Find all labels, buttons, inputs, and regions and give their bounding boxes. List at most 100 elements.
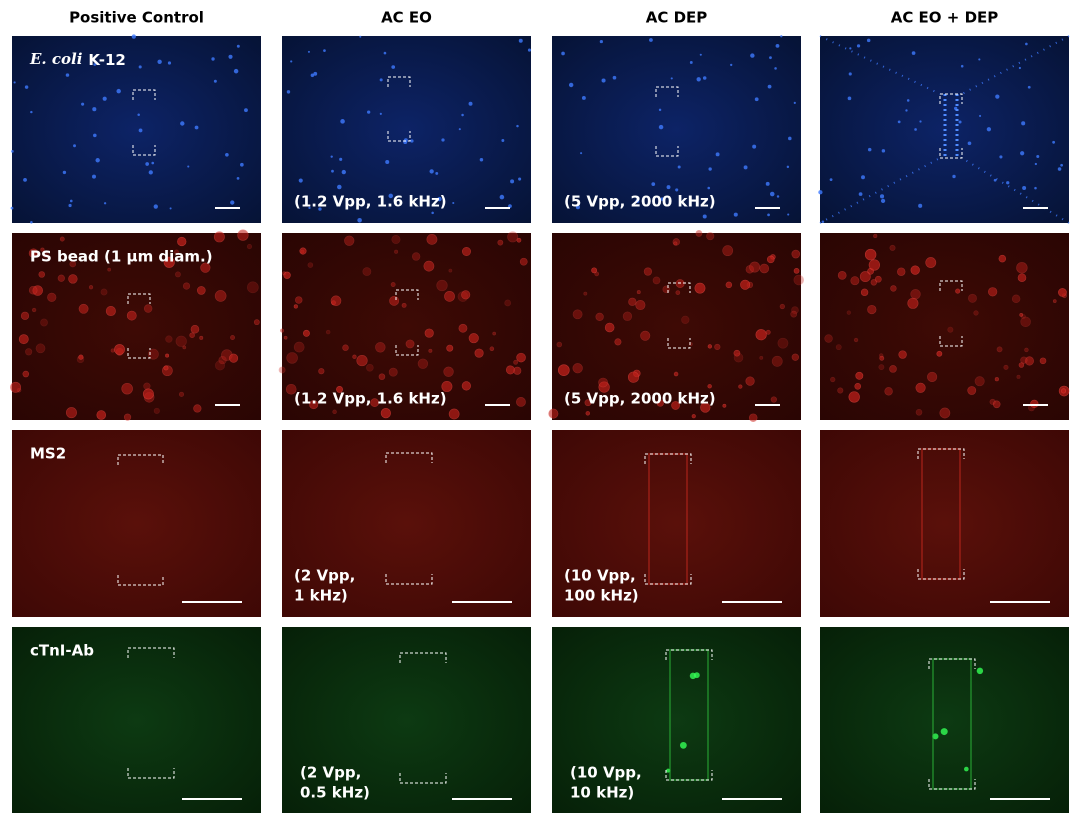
bead bbox=[144, 305, 152, 313]
speck bbox=[308, 51, 310, 53]
bead bbox=[644, 268, 652, 276]
row-label: PS bead (1 μm diam.) bbox=[30, 248, 213, 266]
speck bbox=[787, 213, 789, 215]
bead bbox=[229, 354, 237, 362]
bead bbox=[176, 336, 187, 347]
speck bbox=[104, 202, 106, 204]
bead bbox=[584, 292, 587, 295]
bead bbox=[927, 372, 937, 382]
speck bbox=[703, 76, 707, 80]
bead bbox=[459, 324, 467, 332]
blob bbox=[941, 728, 948, 735]
column-header: AC EO bbox=[381, 9, 432, 27]
speck bbox=[1019, 67, 1021, 69]
speck bbox=[500, 195, 505, 200]
bead bbox=[549, 409, 558, 418]
bead bbox=[734, 353, 743, 362]
bead bbox=[854, 338, 858, 342]
bead bbox=[1061, 389, 1065, 393]
speck bbox=[730, 64, 732, 66]
condition-label: (5 Vpp, 2000 kHz) bbox=[564, 193, 716, 211]
image-panel bbox=[818, 36, 1069, 223]
bead bbox=[215, 361, 224, 370]
speck bbox=[750, 53, 754, 57]
bead bbox=[444, 367, 454, 377]
bead bbox=[166, 336, 173, 343]
speck bbox=[480, 158, 483, 161]
bead bbox=[968, 294, 976, 302]
image-panel: (5 Vpp, 2000 kHz) bbox=[552, 35, 801, 223]
bead bbox=[124, 414, 131, 421]
speck bbox=[822, 220, 825, 223]
speck bbox=[340, 119, 345, 124]
bead bbox=[908, 298, 918, 308]
bead bbox=[760, 264, 769, 273]
speck bbox=[788, 137, 792, 141]
speck bbox=[431, 212, 433, 214]
bead bbox=[1058, 288, 1066, 296]
speck bbox=[882, 149, 885, 152]
bead bbox=[891, 286, 897, 292]
bead bbox=[39, 271, 45, 277]
bead bbox=[723, 246, 733, 256]
bead bbox=[101, 289, 107, 295]
condition-label: (1.2 Vpp, 1.6 kHz) bbox=[294, 390, 447, 408]
speck bbox=[918, 204, 922, 208]
bead bbox=[144, 383, 150, 389]
figure: Positive ControlAC EOAC DEPAC EO + DEPE.… bbox=[0, 0, 1072, 813]
speck bbox=[225, 153, 229, 157]
speck bbox=[287, 90, 290, 93]
speck bbox=[30, 111, 32, 113]
speck bbox=[678, 165, 681, 168]
bead bbox=[558, 365, 569, 376]
bead bbox=[279, 367, 285, 373]
bead bbox=[890, 245, 895, 250]
speck bbox=[323, 49, 326, 52]
bead bbox=[295, 297, 302, 304]
speck bbox=[528, 49, 531, 52]
speck bbox=[857, 44, 860, 47]
bead bbox=[708, 345, 712, 349]
bead bbox=[605, 323, 614, 332]
bead bbox=[97, 411, 106, 420]
bead bbox=[948, 327, 953, 332]
speck bbox=[73, 144, 76, 147]
bead bbox=[879, 365, 884, 370]
bead bbox=[696, 230, 702, 236]
bead bbox=[69, 275, 78, 284]
speck bbox=[14, 81, 16, 83]
bead bbox=[10, 382, 20, 392]
bead bbox=[890, 365, 897, 372]
row-label: cTnI-Ab bbox=[30, 642, 94, 660]
image-panel bbox=[820, 233, 1069, 420]
speck bbox=[367, 110, 370, 113]
bead bbox=[865, 249, 876, 260]
bead bbox=[794, 268, 799, 273]
speck bbox=[776, 44, 780, 48]
image-panel: (10 Vpp,10 kHz) bbox=[552, 627, 801, 813]
speck bbox=[734, 213, 738, 217]
bead bbox=[333, 410, 337, 414]
bead bbox=[676, 291, 680, 295]
speck bbox=[66, 73, 69, 76]
bead bbox=[968, 386, 976, 394]
speck bbox=[818, 190, 822, 194]
bead bbox=[389, 368, 397, 376]
bead bbox=[838, 271, 846, 279]
speck bbox=[780, 35, 782, 37]
bead bbox=[726, 282, 732, 288]
bead bbox=[995, 377, 999, 381]
speck bbox=[987, 127, 991, 131]
bead bbox=[41, 319, 48, 326]
speck bbox=[30, 221, 33, 224]
bead bbox=[154, 408, 159, 413]
image-panel: (2 Vpp,1 kHz) bbox=[282, 430, 531, 617]
panel-background bbox=[820, 627, 1069, 813]
speck bbox=[81, 103, 84, 106]
column-header: Positive Control bbox=[69, 9, 204, 27]
image-panel: (10 Vpp,100 kHz) bbox=[552, 430, 801, 617]
speck bbox=[195, 126, 199, 130]
bead bbox=[740, 280, 749, 289]
speck bbox=[154, 204, 158, 208]
bead bbox=[1018, 274, 1026, 282]
